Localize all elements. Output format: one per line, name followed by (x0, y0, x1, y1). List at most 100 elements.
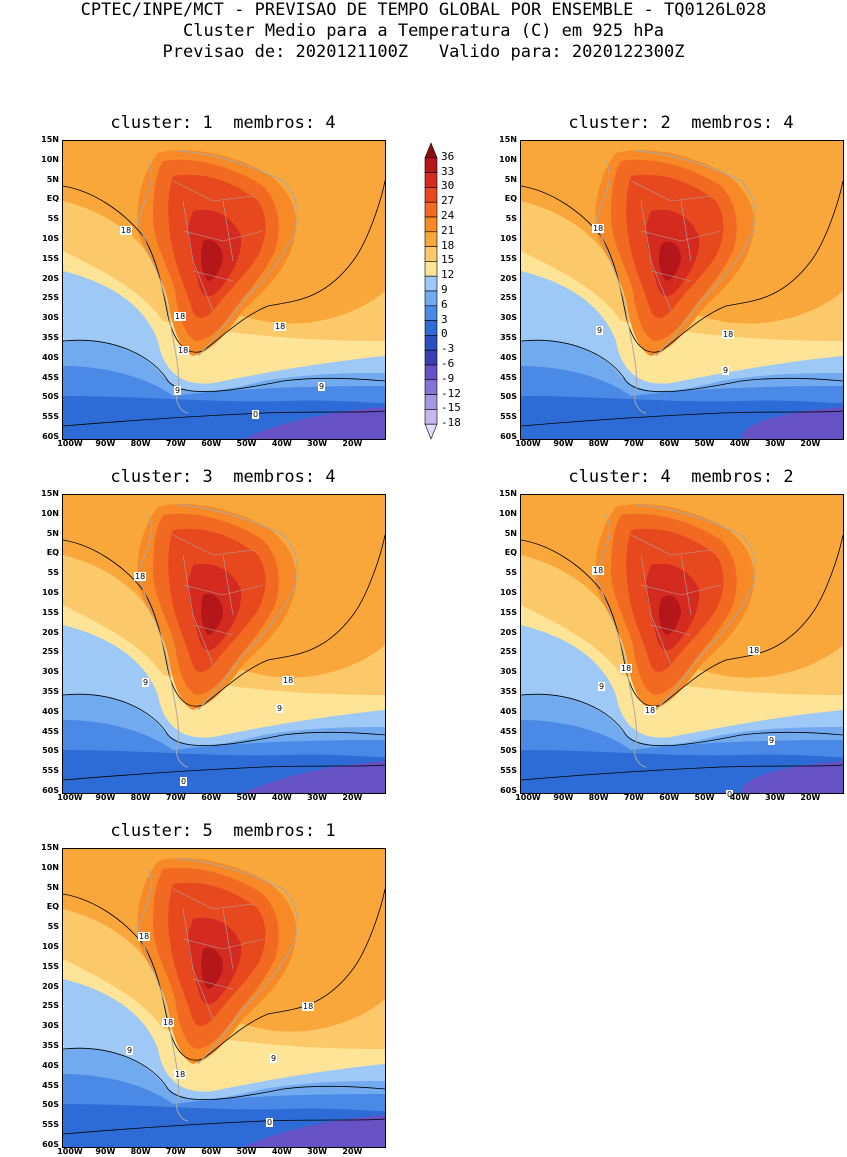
latitude-tick-label: 50S (42, 392, 59, 402)
longitude-tick-label: 70W (165, 793, 186, 802)
longitude-tick-label: 40W (729, 793, 750, 802)
longitude-tick-label: 20W (800, 793, 821, 802)
latitude-tick-label: 10S (42, 942, 59, 951)
longitude-tick-label: 90W (95, 439, 116, 448)
country-borders (172, 180, 264, 312)
longitude-tick-label: 50W (236, 793, 257, 802)
longitude-tick-label: 70W (165, 1147, 186, 1156)
latitude-tick-label: 10N (41, 508, 59, 518)
latitude-tick-label: 10N (499, 508, 517, 518)
colorbar-label: 27 (441, 194, 455, 208)
contour-0 (521, 410, 843, 427)
contour-label: 18 (120, 226, 133, 235)
hottest-core (658, 595, 681, 635)
temperature-map (62, 848, 386, 1148)
latitude-tick-label: 30S (42, 667, 59, 677)
latitude-tick-label: 35S (42, 333, 59, 342)
contour-label: 9 (270, 1054, 278, 1063)
longitude-tick-label: 100W (515, 439, 541, 448)
latitude-tick-label: EQ (46, 902, 59, 912)
hottest-core (200, 947, 223, 989)
latitude-tick-label: 50S (42, 1100, 59, 1110)
colorbar-label: 6 (441, 297, 448, 311)
colorbar-swatch (424, 231, 438, 247)
longitude-tick-label: 90W (553, 439, 574, 448)
colorbar-label: 36 (441, 149, 455, 163)
contour-label: 18 (174, 312, 187, 321)
latitude-tick-label: 20S (42, 981, 59, 991)
hottest-core (200, 239, 223, 281)
longitude-tick-label: 30W (307, 1147, 328, 1156)
longitude-tick-label: 60W (659, 439, 680, 448)
panel-title: cluster: 4 membros: 2 (568, 467, 794, 487)
latitude-tick-label: 45S (500, 726, 517, 736)
country-borders (172, 888, 264, 1020)
coastline (595, 150, 756, 414)
latitude-tick-label: 15N (499, 489, 517, 498)
colorbar-swatch (424, 157, 438, 173)
panel-title: cluster: 5 membros: 1 (110, 821, 336, 841)
contour-label: 0 (180, 777, 188, 786)
contour-label: 18 (722, 330, 735, 339)
latitude-tick-label: 10N (41, 862, 59, 872)
contour-9 (63, 1047, 385, 1101)
colorbar-swatch (424, 290, 438, 307)
latitude-tick-label: 40S (500, 706, 517, 716)
latitude-tick-label: 35S (42, 1041, 59, 1050)
latitude-tick-label: 5S (47, 568, 59, 578)
latitude-tick-label: 5S (505, 214, 517, 224)
latitude-tick-label: EQ (504, 548, 517, 558)
contour-label: 18 (592, 566, 605, 575)
longitude-tick-label: 80W (130, 793, 151, 802)
country-borders (630, 180, 722, 312)
latitude-tick-label: 10S (500, 588, 517, 597)
country-borders (172, 534, 264, 666)
longitude-tick-label: 80W (588, 439, 609, 448)
panel-title: cluster: 2 membros: 4 (568, 113, 794, 133)
contour-label: 18 (302, 1002, 315, 1011)
latitude-tick-label: 5N (46, 174, 59, 184)
colorbar-label: 30 (441, 179, 455, 193)
header-line-2: Cluster Medio para a Temperatura (C) em … (182, 21, 665, 41)
latitude-tick-label: 15N (41, 843, 59, 852)
latitude-tick-label: 60S (500, 786, 517, 795)
latitude-tick-label: 25S (42, 647, 59, 657)
latitude-tick-label: 40S (42, 352, 59, 362)
latitude-tick-label: 5N (504, 528, 517, 538)
contour-label: 18 (592, 224, 605, 233)
latitude-tick-label: 60S (42, 1140, 59, 1149)
longitude-tick-label: 40W (271, 439, 292, 448)
latitude-tick-label: 10N (41, 154, 59, 164)
latitude-tick-label: 60S (42, 432, 59, 441)
latitude-tick-label: 10N (499, 154, 517, 164)
latitude-tick-label: 10S (42, 588, 59, 597)
longitude-tick-label: 100W (57, 1147, 83, 1156)
contour-0 (63, 1118, 385, 1135)
latitude-tick-label: 20S (500, 627, 517, 637)
temperature-map (62, 140, 386, 440)
colorbar-label: -6 (441, 357, 455, 370)
contour-label: 18 (174, 1070, 187, 1079)
panel-title: cluster: 3 membros: 4 (110, 467, 336, 487)
colorbar-swatch (424, 201, 438, 218)
latitude-tick-label: 15N (41, 489, 59, 498)
contour-label: 9 (318, 382, 326, 391)
longitude-tick-label: 20W (800, 439, 821, 448)
contour-label: 18 (138, 932, 151, 941)
colorbar-svg (424, 142, 438, 440)
cool-band-5 (243, 761, 385, 793)
cool-band-5 (741, 761, 843, 793)
colorbar-label: -18 (441, 416, 461, 430)
hottest-core (658, 241, 681, 281)
colorbar-swatch (424, 305, 438, 321)
colorbar-swatch (424, 216, 438, 233)
latitude-tick-label: 30S (500, 313, 517, 323)
colorbar-swatch (424, 364, 438, 381)
longitude-tick-label: 20W (342, 793, 363, 802)
latitude-tick-label: 45S (500, 372, 517, 382)
contour-label: 9 (598, 682, 606, 691)
latitude-tick-label: 5S (47, 214, 59, 224)
latitude-tick-label: 25S (42, 293, 59, 303)
hottest-core (200, 593, 223, 635)
contour-label: 18 (134, 572, 147, 581)
